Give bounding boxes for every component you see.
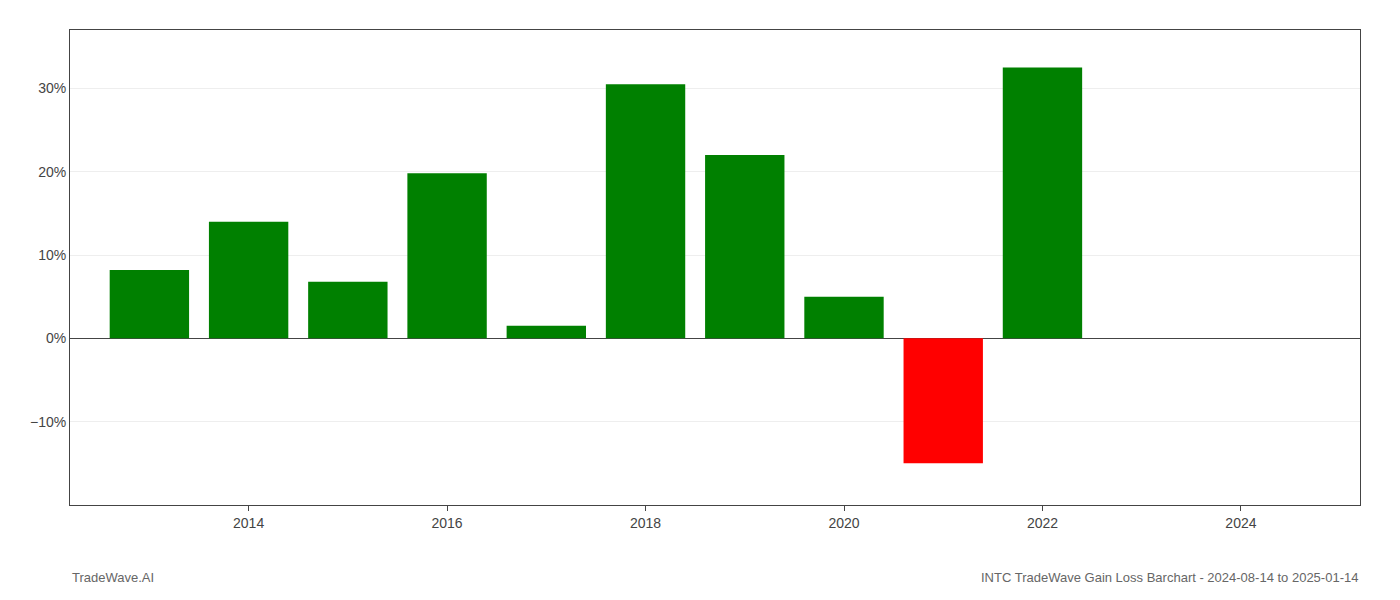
svg-text:10%: 10% bbox=[38, 247, 66, 263]
svg-text:TradeWave.AI: TradeWave.AI bbox=[72, 570, 154, 585]
svg-text:2022: 2022 bbox=[1027, 515, 1058, 531]
svg-text:0%: 0% bbox=[46, 330, 66, 346]
svg-text:2018: 2018 bbox=[630, 515, 661, 531]
svg-text:INTC TradeWave Gain Loss Barch: INTC TradeWave Gain Loss Barchart - 2024… bbox=[981, 570, 1358, 585]
svg-text:2016: 2016 bbox=[432, 515, 463, 531]
svg-text:30%: 30% bbox=[38, 80, 66, 96]
svg-text:20%: 20% bbox=[38, 164, 66, 180]
svg-text:2014: 2014 bbox=[233, 515, 264, 531]
svg-text:2020: 2020 bbox=[828, 515, 859, 531]
svg-text:−10%: −10% bbox=[30, 414, 66, 430]
svg-text:2024: 2024 bbox=[1225, 515, 1256, 531]
